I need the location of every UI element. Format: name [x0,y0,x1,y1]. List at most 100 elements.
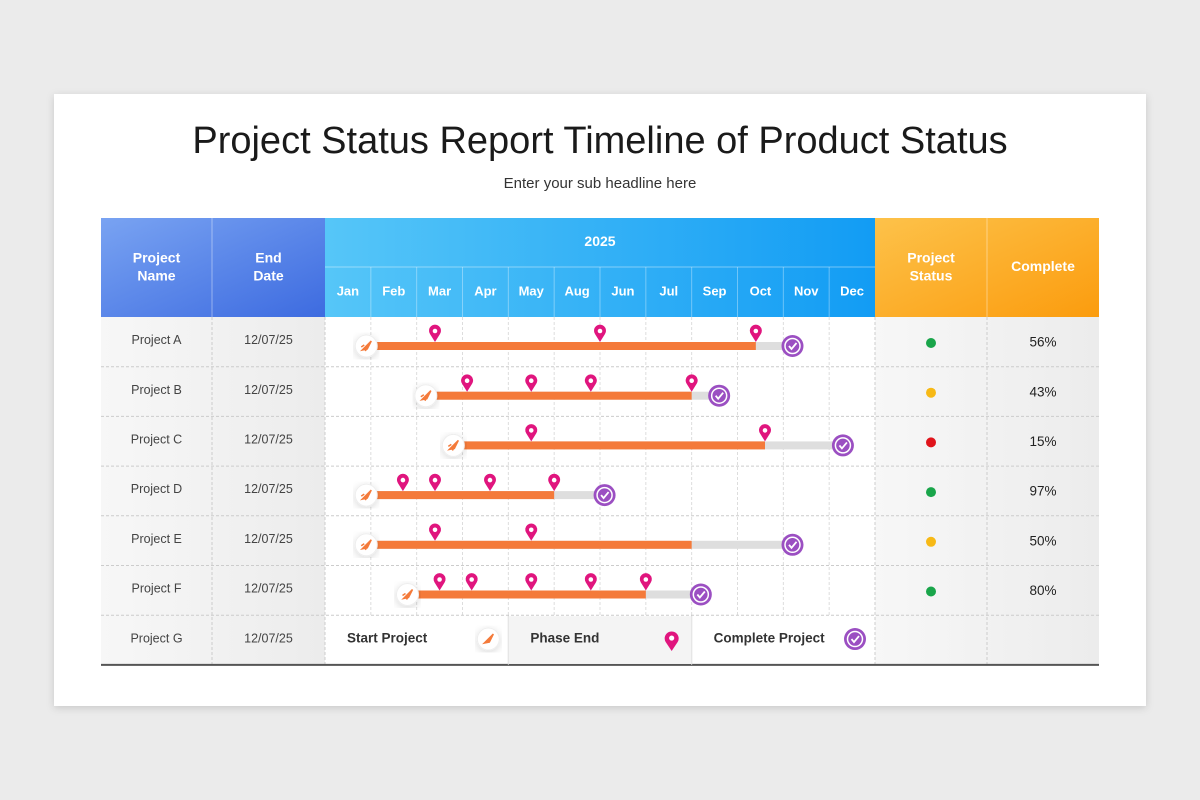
status-dot [926,487,936,498]
complete-value: 43% [1029,384,1056,399]
rocket-glyph [447,439,460,451]
pin-dot [432,477,438,483]
name-column-bg [101,317,325,665]
complete-icon [708,384,731,407]
phase-pin [685,374,698,392]
pin-dot [551,477,557,483]
complete-value: 50% [1029,533,1056,548]
complete-icon [689,583,712,606]
phase-pin [429,523,441,541]
phase-pin [525,374,538,392]
month-label: Jan [337,283,359,298]
project-name: Project C [131,433,182,447]
pin-dot [528,527,534,533]
month-label: May [519,283,545,298]
project-name: Project E [131,532,182,546]
pin-body [584,374,597,392]
bar-progress [366,540,692,549]
legend-bg [508,616,692,664]
pin-dot [528,577,534,582]
pin-body [749,324,762,342]
complete-ring [596,486,613,504]
check-glyph [696,590,706,599]
status-dot [926,387,936,398]
check-glyph [788,342,798,351]
pin-dot [432,328,438,334]
pin-dot [528,428,534,433]
month-label: Nov [794,283,819,298]
phase-pin [484,473,496,492]
pin-dot [588,378,594,384]
month-label: Dec [840,283,864,298]
pin-body [525,374,538,392]
bar-progress [453,441,765,450]
phase-pin [429,324,441,342]
phase-pin [584,374,597,392]
end-date: 12/07/25 [244,582,293,596]
phase-pin [548,473,561,492]
start-icon [354,334,378,358]
check-glyph [838,441,848,450]
check-glyph [600,491,610,500]
header-cell [101,218,325,317]
header-label: Project Name [133,249,181,283]
phase-pin [525,573,538,591]
legend-check [844,628,866,651]
start-icon [396,583,419,606]
bar-progress [366,491,555,500]
header-word: Status [910,267,953,283]
header-label: Project Status [907,249,955,283]
table: Project Name End Date Project Status Complete 2… [101,218,1099,666]
pin-dot [597,328,603,334]
bar-progress [407,590,646,599]
complete-icon [831,434,854,457]
pin-body [664,631,679,652]
phase-pin [461,374,474,392]
start-icon [354,483,378,507]
month-label: Mar [428,283,451,298]
check-glyph [714,392,724,401]
legend-label: Start Project [347,631,428,646]
header-word: Project [907,249,955,265]
phase-pin [749,324,762,342]
end-date: 12/07/25 [244,333,293,347]
start-icon [354,533,378,557]
status-dot [926,536,936,547]
pin-dot [464,378,470,384]
pin-body [525,424,538,442]
header-word: Name [137,267,175,283]
rocket-glyph [419,390,432,402]
complete-value: 15% [1029,434,1056,449]
complete-value: 56% [1029,335,1056,350]
complete-ring [834,437,852,454]
header-word: Date [253,267,284,283]
phase-pin [759,424,771,442]
pin-body [396,473,409,492]
subtitle: Enter your sub headline here [504,175,697,192]
header-label: End Date [253,249,284,283]
phase-pin [433,573,446,591]
project-name: Project F [131,582,181,596]
rocket-glyph [359,489,372,501]
header-word: Project [133,249,181,265]
pin-body [594,324,606,342]
pin-dot [689,378,694,384]
bar-progress [425,391,692,400]
pin-body [429,523,441,541]
bar-progress [366,342,756,350]
check-glyph [788,541,798,550]
complete-ring [784,536,801,554]
pin-dot [400,477,406,483]
phase-pin [465,573,478,591]
complete-value: 97% [1029,484,1056,499]
phase-pin [594,324,606,342]
rocket-glyph [482,633,495,645]
pin-dot [643,577,649,582]
pin-body [429,324,441,342]
pin-body [548,473,561,492]
header-label: Complete [1011,258,1075,274]
pin-body [759,424,771,442]
phase-pin [396,473,409,492]
month-label: Jun [611,283,634,298]
project-name: Project G [130,631,182,645]
